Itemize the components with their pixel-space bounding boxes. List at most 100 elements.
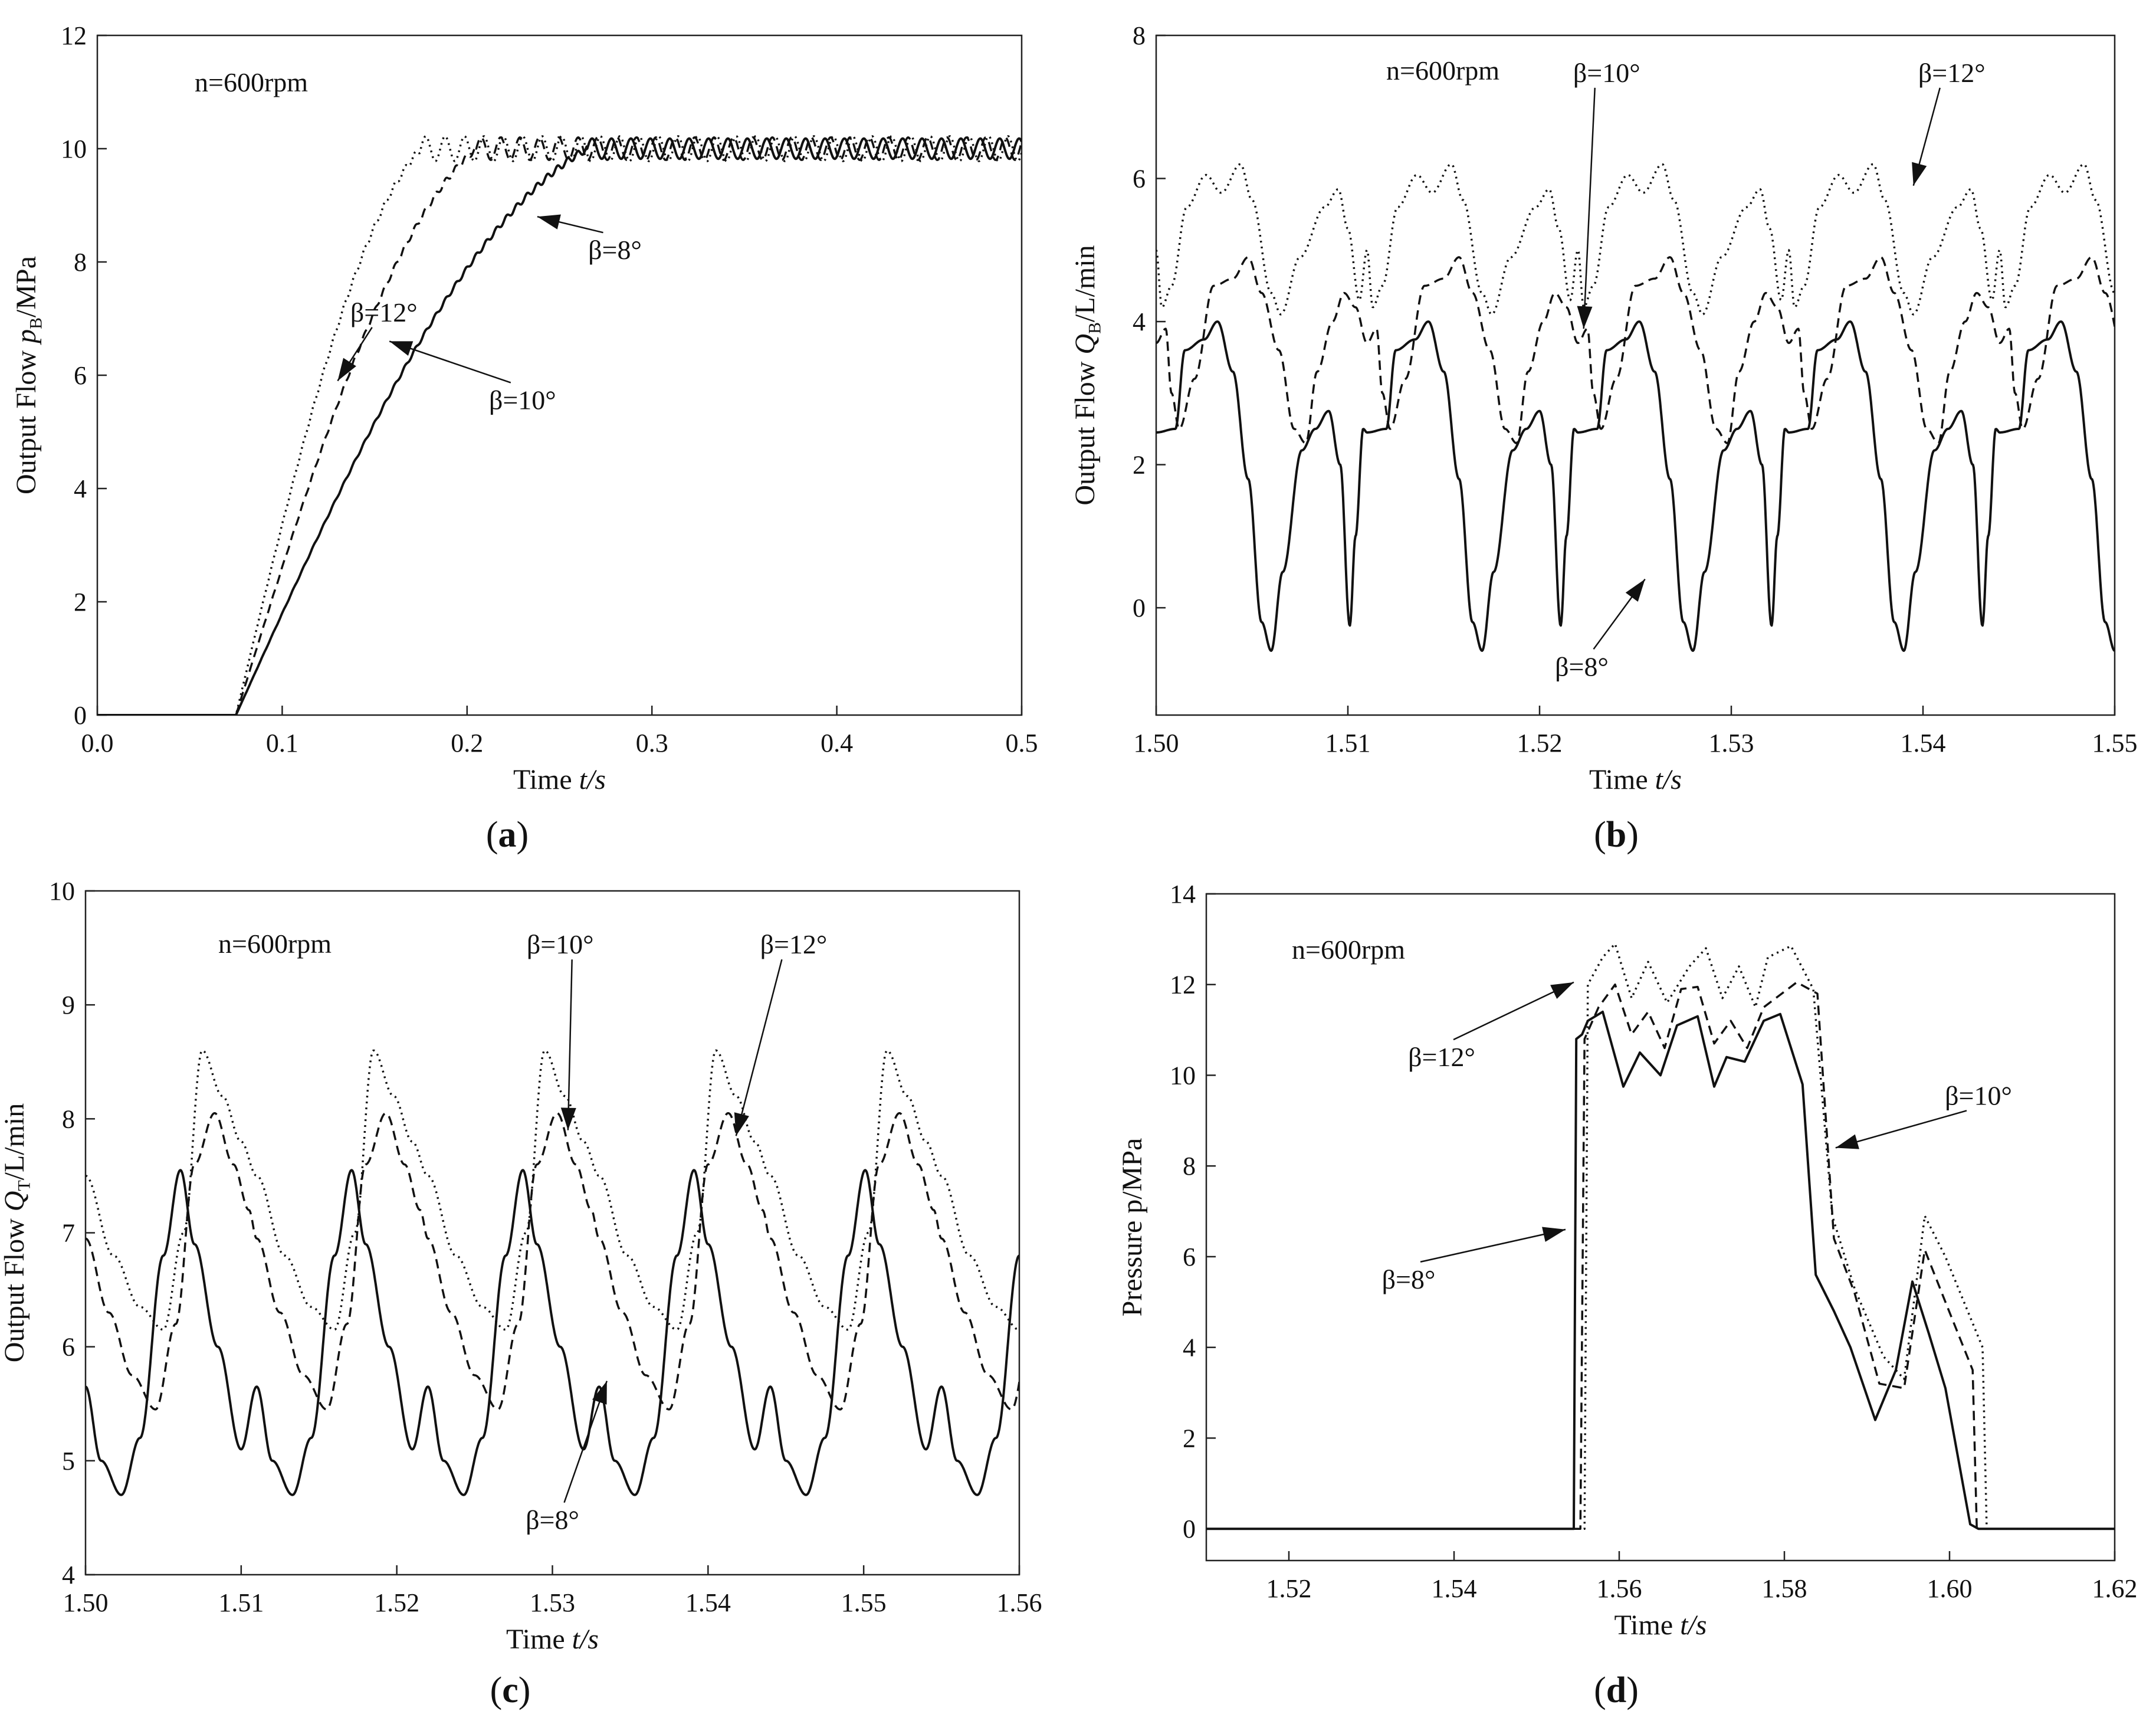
series-line-solid [86,1169,1019,1496]
series-line-dashed [1156,256,2115,444]
y-tick-label: 0 [1183,1515,1196,1543]
label-arrow-head [1577,306,1593,329]
label-arrow-head [734,1112,749,1136]
panel-label: (a) [486,815,529,855]
y-tick-label: 4 [74,474,87,503]
series-line-dotted [86,1049,1019,1331]
x-tick-label: 1.54 [1901,729,1946,758]
speed-annotation: n=600rpm [195,67,308,97]
series-label: β=10° [527,929,594,959]
y-tick-label: 6 [62,1333,75,1362]
plot-frame [84,890,1020,1576]
series-line-dashed [1206,981,2115,1530]
x-axis-label: Time t/s [1589,764,1682,795]
x-axis-label: Time t/s [1614,1610,1707,1641]
y-axis-label: Output Flow pB/MPa [11,256,46,494]
plot-frame [1155,34,2116,716]
x-tick-label: 1.62 [2092,1574,2138,1603]
x-tick-label: 1.53 [530,1588,575,1617]
series-label: β=12° [1918,58,1986,88]
panel-c: 1.50 1.51 1.52 1.53 1.54 1.55 1.56 4 5 6 7 8 9 10 Time… [0,877,1042,1710]
label-arrow-line [735,959,783,1136]
label-arrow-head [1912,162,1927,186]
y-tick-label: 9 [62,991,75,1020]
y-tick-label: 4 [62,1561,75,1589]
x-tick-label: 1.51 [1325,729,1371,758]
y-tick-label: 12 [1170,971,1196,999]
y-tick-label: 4 [1133,307,1146,336]
y-tick-label: 6 [1133,165,1146,194]
x-tick-label: 1.60 [1927,1574,1973,1603]
y-tick-label: 2 [74,588,87,617]
y-tick-label: 10 [1170,1061,1196,1090]
series-line-solid [97,137,1022,715]
speed-annotation: n=600rpm [1292,935,1405,965]
panel-d: 1.52 1.54 1.56 1.58 1.60 1.62 0 2 4 6 8 10 12 14 Time … [1117,880,2138,1710]
label-arrow-head [1550,982,1574,999]
y-axis-label: Output Flow QB/L/min [1069,245,1105,505]
series-label: β=10° [489,385,556,415]
y-tick-label: 8 [74,248,87,277]
series-line-dotted [1156,163,2115,316]
x-tick-label: 0.4 [821,729,853,758]
label-arrow-line [1583,87,1596,329]
x-tick-label: 1.55 [841,1588,887,1617]
series-line-dashed [86,1112,1019,1411]
series-label: β=8° [1555,651,1609,681]
x-tick-label: 1.53 [1709,729,1754,758]
x-tick-label: 1.52 [1266,1574,1312,1603]
label-arrow-head [389,341,414,356]
series-label: β=8° [588,235,642,265]
series-line-solid [1206,1010,2115,1530]
panel-label: (b) [1594,815,1639,855]
series-line-dashed [97,136,1022,715]
label-arrow-head [337,358,356,381]
plot-frame [1205,893,2116,1562]
series-group [86,1049,1019,1496]
label-arrow-line [1835,1110,1967,1149]
y-tick-label: 4 [1183,1333,1196,1362]
x-tick-label: 0.5 [1006,729,1038,758]
panel-label: (c) [490,1670,531,1710]
x-tick-label: 0.2 [451,729,483,758]
x-tick-label: 1.56 [1597,1574,1642,1603]
y-tick-label: 6 [74,361,87,390]
series-label: β=12° [350,297,418,327]
series-label: β=8° [1382,1264,1436,1294]
label-arrow-head [1542,1227,1566,1242]
y-tick-label: 0 [74,701,87,730]
series-label: β=12° [1408,1042,1475,1072]
label-arrow-line [1420,1228,1566,1263]
y-tick-label: 8 [1133,21,1146,50]
label-arrow-line [567,959,573,1130]
y-tick-label: 2 [1133,451,1146,480]
label-arrow-head [1625,579,1645,602]
y-tick-label: 0 [1133,594,1146,622]
panel-a: 0.0 0.1 0.2 0.3 0.4 0.5 0 2 4 6 8 10 12 Time t/s Outpu… [11,21,1038,855]
label-arrow-head [560,1107,576,1130]
series-group [1156,163,2115,652]
y-tick-label: 12 [61,21,87,50]
series-label: β=8° [526,1505,579,1535]
y-tick-label: 8 [62,1104,75,1133]
y-tick-label: 2 [1183,1424,1196,1453]
panel-label: (d) [1594,1670,1639,1710]
y-axis-label: Output Flow QT/L/min [0,1103,34,1363]
y-tick-label: 7 [62,1219,75,1248]
y-tick-label: 6 [1183,1243,1196,1271]
y-tick-label: 10 [49,877,75,906]
series-line-solid [1156,320,2115,652]
y-tick-label: 8 [1183,1152,1196,1181]
x-tick-label: 1.55 [2092,729,2138,758]
x-tick-label: 1.50 [1134,729,1179,758]
y-tick-label: 10 [61,135,87,163]
x-tick-label: 1.54 [1432,1574,1477,1603]
y-axis-label: Pressure p/MPa [1117,1138,1148,1317]
speed-annotation: n=600rpm [218,929,332,959]
x-tick-label: 0.0 [81,729,114,758]
series-label: β=10° [1573,58,1640,88]
series-label: β=12° [760,929,828,959]
x-tick-label: 1.52 [1517,729,1563,758]
x-tick-label: 1.54 [685,1588,731,1617]
